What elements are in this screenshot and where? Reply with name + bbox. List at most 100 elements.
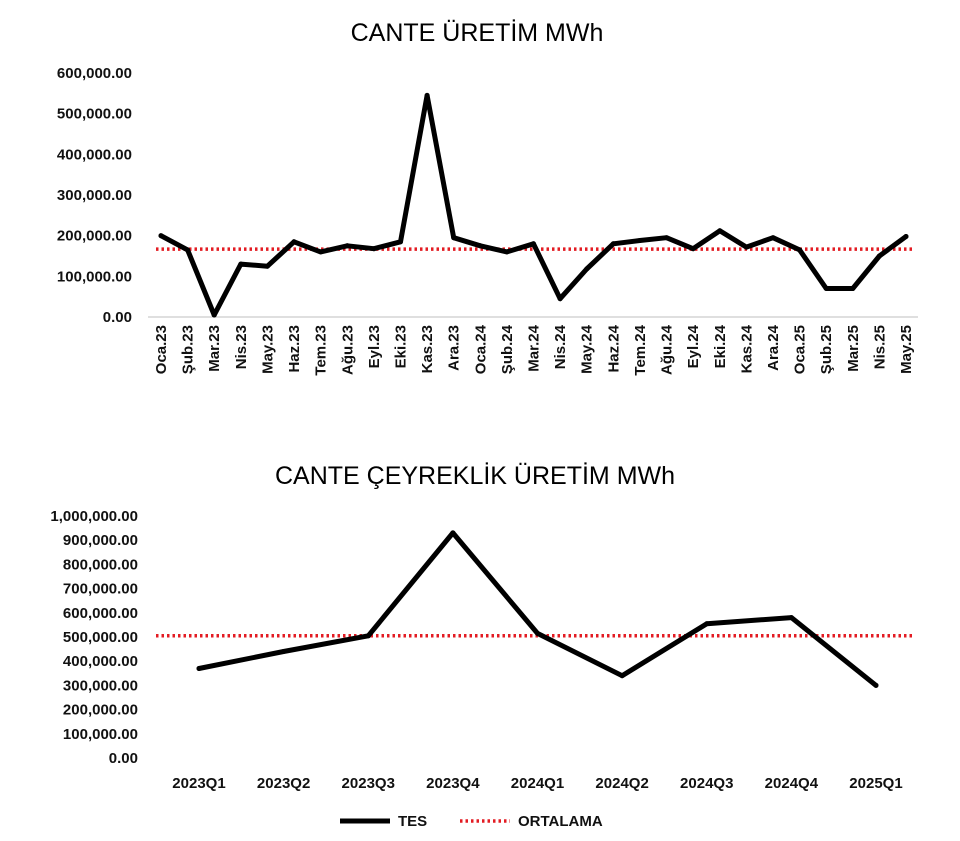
c2-ytick-label: 0.00	[109, 750, 138, 767]
c1-xtick-label: May.25	[898, 325, 915, 374]
c1-point-tes	[291, 239, 297, 245]
c2-point-tes	[365, 633, 371, 639]
c1-point-tes	[557, 296, 563, 302]
chart2-series	[156, 530, 912, 688]
c2-xtick-label: 2023Q2	[257, 775, 310, 792]
c1-point-tes	[717, 228, 723, 234]
c2-xtick-label: 2024Q3	[680, 775, 733, 792]
c1-point-tes	[797, 247, 803, 253]
c1-point-tes	[344, 243, 350, 249]
c2-xtick-label: 2023Q3	[342, 775, 395, 792]
c1-point-tes	[318, 249, 324, 255]
c1-xtick-label: Eki.23	[392, 325, 409, 368]
c1-point-tes	[743, 244, 749, 250]
c1-ytick-label: 500,000.00	[57, 106, 132, 123]
c2-point-tes	[619, 673, 625, 679]
c1-point-tes	[264, 263, 270, 269]
c2-point-tes	[196, 666, 202, 671]
monthly-production-chart: CANTE ÜRETİM MWh 0.00 100,000.00 200,000.0…	[57, 18, 918, 376]
quarterly-production-chart: CANTE ÇEYREKLİK ÜRETİM MWh 0.00 100,000.0…	[50, 461, 912, 792]
c1-xtick-label: Haz.23	[286, 325, 303, 373]
chart2-y-axis: 0.00 100,000.00 200,000.00 300,000.00 400,00…	[50, 508, 138, 767]
c1-point-tes	[185, 247, 191, 253]
c1-point-tes	[451, 235, 457, 241]
chart2-x-axis: 2023Q1 2023Q2 2023Q3 2023Q4 2024Q1 2024Q2 2024…	[172, 775, 902, 792]
c1-xtick-label: Oca.23	[153, 325, 170, 374]
c1-point-tes	[211, 312, 217, 318]
c1-ytick-label: 300,000.00	[57, 187, 132, 204]
c1-point-tes	[690, 246, 696, 252]
legend-label-ortalama: ORTALAMA	[518, 813, 603, 830]
c1-ytick-label: 600,000.00	[57, 65, 132, 82]
c1-xtick-label: Ara.24	[765, 324, 782, 371]
c2-xtick-label: 2023Q4	[426, 775, 480, 792]
c2-ytick-label: 100,000.00	[63, 726, 138, 743]
c1-point-tes	[158, 233, 164, 239]
c1-point-tes	[477, 243, 483, 249]
c1-point-tes	[637, 238, 643, 243]
c2-ytick-label: 300,000.00	[63, 677, 138, 694]
c1-xtick-label: Mar.23	[206, 325, 223, 372]
c1-xtick-label: Tem.23	[313, 325, 330, 376]
c1-xtick-label: Şub.24	[499, 324, 516, 374]
c1-xtick-label: Ağu.23	[339, 325, 356, 375]
c2-point-tes	[281, 649, 287, 654]
c2-ytick-label: 200,000.00	[63, 702, 138, 719]
c1-xtick-label: Haz.24	[605, 324, 622, 372]
c1-xtick-label: May.24	[579, 324, 596, 374]
c1-xtick-label: Oca.25	[792, 325, 809, 374]
c1-point-tes	[823, 286, 829, 291]
c1-ytick-label: 400,000.00	[57, 146, 132, 163]
c1-xtick-label: Şub.25	[818, 325, 835, 374]
c1-point-tes	[876, 253, 882, 259]
c1-point-tes	[238, 261, 244, 267]
c1-point-tes	[850, 286, 856, 291]
c1-xtick-label: Oca.24	[472, 324, 489, 374]
legend: TES ORTALAMA	[340, 813, 603, 830]
c2-ytick-label: 1,000,000.00	[50, 508, 138, 525]
c1-xtick-label: Mar.24	[526, 324, 543, 371]
c1-point-tes	[610, 241, 616, 247]
c1-xtick-label: Kas.24	[738, 324, 755, 373]
c2-ytick-label: 900,000.00	[63, 532, 138, 549]
c1-xtick-label: Eki.24	[712, 324, 729, 368]
c2-xtick-label: 2025Q1	[849, 775, 902, 792]
c1-point-tes	[398, 239, 403, 245]
c1-point-tes	[664, 235, 669, 241]
chart1-title: CANTE ÜRETİM MWh	[351, 18, 604, 47]
c2-xtick-label: 2024Q2	[595, 775, 648, 792]
c1-series-tes-line	[158, 92, 909, 318]
c2-ytick-label: 600,000.00	[63, 605, 138, 622]
c1-xtick-label: Eyl.23	[366, 325, 383, 368]
c1-ytick-label: 0.00	[103, 309, 132, 326]
c1-xtick-label: Ağu.24	[659, 324, 676, 375]
c1-point-tes	[903, 234, 909, 239]
c1-point-tes	[424, 92, 430, 98]
chart1-series	[156, 92, 912, 318]
c2-point-tes	[450, 530, 456, 536]
c1-xtick-label: Nis.25	[871, 325, 888, 369]
c2-point-tes	[704, 621, 710, 627]
chart2-title: CANTE ÇEYREKLİK ÜRETİM MWh	[275, 461, 675, 490]
c2-point-tes	[788, 615, 794, 621]
c2-ytick-label: 500,000.00	[63, 629, 138, 646]
legend-label-tes: TES	[398, 813, 427, 830]
c2-point-tes	[535, 630, 540, 636]
c1-xtick-label: Tem.24	[632, 324, 649, 375]
c1-point-tes	[531, 241, 536, 247]
c1-ytick-label: 100,000.00	[57, 268, 132, 285]
c1-xtick-label: May.23	[259, 325, 276, 374]
c1-xtick-label: Eyl.24	[685, 324, 702, 368]
chart1-y-axis: 0.00 100,000.00 200,000.00 300,000.00 400,00…	[57, 65, 132, 326]
c2-ytick-label: 400,000.00	[63, 653, 138, 670]
c1-xtick-label: Nis.23	[233, 325, 250, 369]
c2-xtick-label: 2023Q1	[172, 775, 225, 792]
c1-point-tes	[770, 235, 776, 241]
c1-ytick-label: 200,000.00	[57, 228, 132, 245]
c1-xtick-label: Nis.24	[552, 324, 569, 369]
c1-point-tes	[584, 266, 590, 272]
c2-xtick-label: 2024Q4	[765, 775, 819, 792]
c1-xtick-label: Şub.23	[180, 325, 197, 374]
